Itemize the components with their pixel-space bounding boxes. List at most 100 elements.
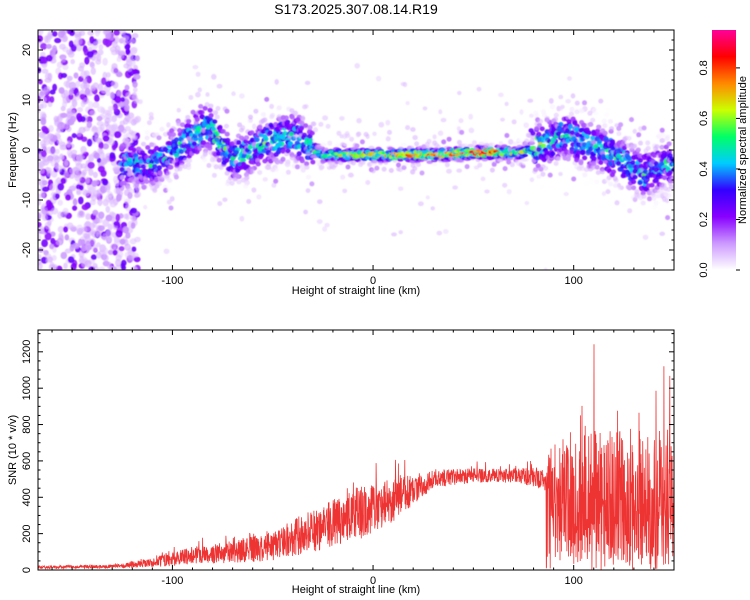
- heatmap-cell: [156, 165, 162, 171]
- heatmap-cell: [562, 143, 568, 148]
- heatmap-cell: [405, 100, 410, 106]
- heatmap-cell: [63, 170, 69, 178]
- colorbar-tick-label: 0.6: [698, 111, 710, 126]
- heatmap-cell: [134, 236, 141, 243]
- heatmap-cell: [90, 254, 97, 260]
- heatmap-cell: [132, 252, 139, 258]
- heatmap-cell: [97, 147, 103, 155]
- heatmap-cell: [540, 109, 547, 115]
- heatmap-cell: [45, 253, 52, 260]
- heatmap-cell: [69, 167, 75, 174]
- heatmap-cell: [550, 151, 556, 157]
- heatmap-cell: [412, 135, 418, 141]
- heatmap-cell: [201, 85, 207, 91]
- heatmap-cell: [72, 205, 78, 211]
- heatmap-cell: [534, 155, 540, 161]
- heatmap-cell: [590, 135, 596, 141]
- heatmap-cell: [78, 250, 85, 259]
- heatmap-cell: [318, 165, 324, 171]
- heatmap-cell: [504, 101, 509, 107]
- heatmap-cell: [630, 160, 636, 166]
- heatmap-cell: [317, 199, 323, 205]
- heatmap-cell: [572, 120, 578, 126]
- heatmap-cell: [528, 128, 534, 134]
- heatmap-cell: [69, 30, 76, 36]
- heatmap-cell: [186, 158, 193, 163]
- heatmap-cell: [484, 143, 490, 149]
- heatmap-cell: [446, 136, 452, 142]
- heatmap-cell: [68, 40, 74, 48]
- heatmap-cell: [217, 124, 223, 130]
- heatmap-cell: [156, 135, 162, 141]
- heatmap-y-tick-label: -20: [21, 242, 33, 258]
- heatmap-cell: [116, 193, 123, 202]
- heatmap-cell: [235, 173, 241, 179]
- heatmap-cell: [501, 144, 508, 148]
- figure-title: S173.2025.307.08.14.R19: [274, 1, 438, 17]
- heatmap-cell: [127, 255, 134, 261]
- heatmap-cell: [70, 115, 77, 123]
- heatmap-cell: [133, 97, 139, 104]
- heatmap-cell: [229, 180, 235, 186]
- heatmap-cell: [610, 145, 616, 151]
- heatmap-cell: [131, 216, 137, 222]
- heatmap-cell: [438, 109, 443, 115]
- heatmap-cell: [641, 194, 647, 199]
- heatmap-cell: [536, 147, 542, 152]
- heatmap-cell: [634, 189, 640, 195]
- heatmap-cell: [527, 98, 534, 103]
- heatmap-cell: [73, 72, 79, 79]
- heatmap-cell: [41, 239, 48, 248]
- heatmap-cell: [327, 140, 333, 146]
- heatmap-cell: [80, 145, 87, 154]
- heatmap-cell: [122, 134, 129, 139]
- heatmap-cell: [511, 119, 517, 125]
- heatmap-cell: [522, 161, 529, 166]
- heatmap-cell: [57, 138, 63, 145]
- heatmap-cell: [125, 232, 131, 239]
- heatmap-cell: [262, 177, 268, 182]
- heatmap-cell: [115, 213, 121, 222]
- heatmap-cell: [104, 185, 111, 193]
- heatmap-cell: [301, 132, 307, 138]
- heatmap-cell: [556, 126, 562, 132]
- heatmap-cell: [146, 120, 152, 126]
- heatmap-cell: [60, 30, 66, 36]
- heatmap-cell: [456, 126, 461, 131]
- heatmap-cell: [132, 68, 139, 75]
- heatmap-cell: [107, 191, 113, 198]
- heatmap-cell: [112, 41, 118, 48]
- heatmap-cell: [102, 57, 108, 66]
- heatmap-cell: [105, 80, 113, 88]
- heatmap-cell: [363, 131, 369, 137]
- heatmap-cell: [434, 142, 439, 148]
- heatmap-cell: [84, 56, 90, 65]
- heatmap-cell: [195, 71, 201, 77]
- heatmap-cell: [78, 196, 84, 205]
- heatmap-cell: [598, 160, 604, 165]
- heatmap-cell: [244, 175, 250, 181]
- heatmap-cell: [55, 239, 63, 246]
- heatmap-cell: [285, 169, 291, 175]
- heatmap-cell: [116, 56, 122, 62]
- heatmap-cell: [569, 106, 575, 112]
- heatmap-cell: [141, 164, 147, 170]
- heatmap-cell: [502, 166, 508, 172]
- heatmap-cell: [414, 141, 420, 147]
- heatmap-cell: [129, 188, 135, 194]
- heatmap-cell: [641, 125, 647, 131]
- snr-panel: -100 0 100 0 200 400 600 800 1000 1200 Height of…: [7, 329, 675, 596]
- heatmap-cell: [239, 93, 245, 99]
- heatmap-cell: [541, 143, 547, 149]
- heatmap-cell: [120, 264, 127, 270]
- heatmap-cell: [80, 239, 86, 246]
- heatmap-cell: [622, 136, 628, 142]
- heatmap-cell: [91, 230, 99, 238]
- heatmap-cell: [344, 133, 351, 138]
- heatmap-cell: [148, 115, 154, 121]
- heatmap-cell: [112, 103, 119, 112]
- heatmap-cell: [267, 143, 273, 149]
- heatmap-cell: [124, 44, 131, 50]
- heatmap-cell: [196, 126, 202, 131]
- snr-y-tick-label: 0: [21, 567, 33, 573]
